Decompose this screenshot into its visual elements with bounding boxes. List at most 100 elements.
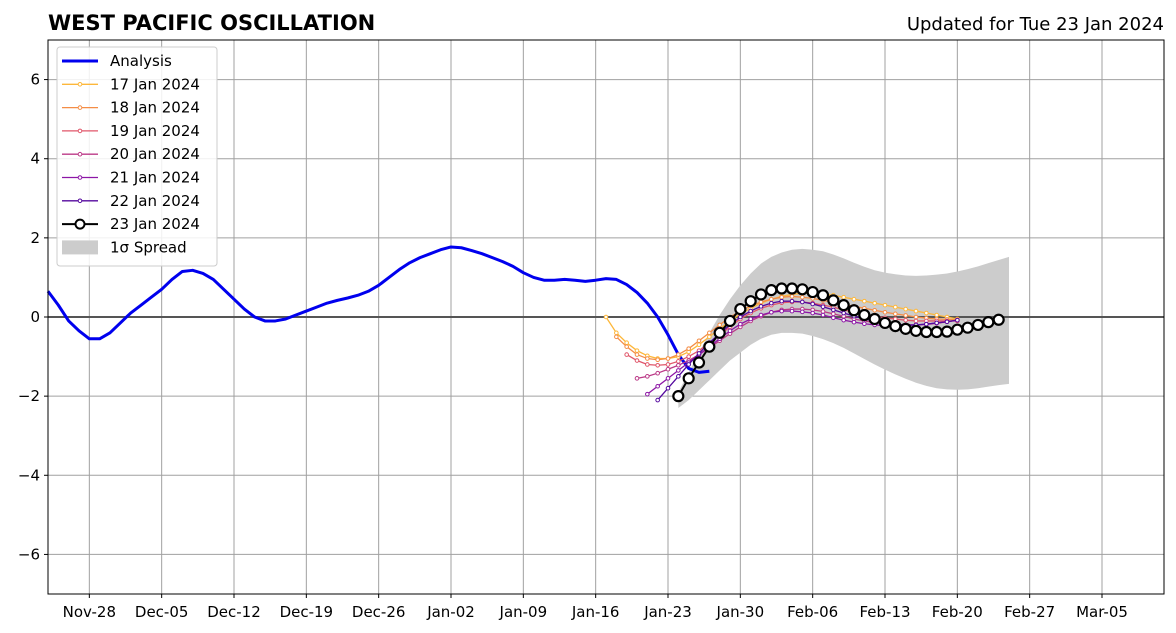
x-tick-label: Dec-26 [352, 603, 406, 621]
forecast-marker [645, 362, 650, 367]
legend-label: 20 Jan 2024 [110, 145, 200, 163]
legend-label: 22 Jan 2024 [110, 192, 200, 210]
forecast-marker [841, 294, 846, 300]
forecast-marker [758, 299, 764, 305]
legend-label: 19 Jan 2024 [110, 122, 200, 140]
forecast-marker [655, 397, 660, 403]
forecast-marker [810, 301, 815, 307]
forecast-marker [831, 311, 836, 317]
y-tick-label: −2 [18, 387, 40, 405]
forecast-marker [872, 307, 877, 313]
forecast-marker [748, 316, 753, 322]
forecast-marker [713, 326, 726, 339]
forecast-marker [841, 310, 846, 316]
forecast-marker [676, 362, 681, 368]
legend-marker [77, 151, 83, 157]
forecast-marker [614, 330, 619, 336]
forecast-marker [645, 356, 650, 361]
y-tick-label: 4 [30, 150, 40, 168]
forecast-marker [769, 309, 774, 315]
forecast-marker [775, 282, 788, 295]
forecast-marker [785, 282, 799, 295]
forecast-marker [862, 298, 867, 304]
forecast-marker [831, 315, 836, 321]
y-tick-label: −6 [18, 545, 40, 563]
y-tick-label: −4 [18, 466, 40, 484]
forecast-marker [851, 296, 857, 302]
legend-marker [77, 175, 83, 180]
forecast-marker [810, 310, 815, 316]
forecast-marker [744, 295, 757, 308]
forecast-marker [738, 314, 743, 320]
forecast-marker [820, 309, 826, 314]
forecast-marker [800, 294, 805, 300]
legend-label: 18 Jan 2024 [110, 99, 200, 117]
forecast-marker [820, 312, 826, 318]
legend-label: 23 Jan 2024 [110, 215, 200, 233]
forecast-marker [800, 309, 805, 315]
forecast-marker [665, 385, 671, 391]
forecast-marker [665, 356, 671, 361]
forecast-marker [847, 304, 861, 317]
forecast-marker [738, 321, 743, 327]
legend-swatch-spread [62, 240, 98, 255]
forecast-marker [603, 314, 609, 320]
forecast-marker [806, 285, 819, 299]
forecast-marker [727, 328, 733, 334]
chart-title: WEST PACIFIC OSCILLATION [48, 11, 375, 35]
forecast-marker [723, 314, 737, 328]
forecast-marker [665, 366, 671, 372]
forecast-marker [882, 302, 888, 308]
forecast-marker [889, 320, 902, 333]
forecast-marker [934, 320, 939, 326]
forecast-marker [913, 318, 919, 324]
forecast-marker [951, 323, 964, 336]
x-tick-label: Dec-19 [280, 603, 334, 621]
forecast-marker [841, 317, 846, 323]
x-tick-label: Feb-20 [932, 603, 983, 621]
legend-marker [77, 105, 83, 110]
x-tick-label: Jan-23 [643, 603, 692, 621]
forecast-marker [955, 317, 960, 323]
legend-label: 21 Jan 2024 [110, 169, 200, 187]
forecast-marker [796, 283, 809, 296]
x-tick-label: Feb-13 [859, 603, 910, 621]
forecast-marker [696, 351, 702, 356]
forecast-marker [665, 376, 671, 381]
forecast-marker [858, 308, 871, 322]
forecast-marker [882, 309, 888, 315]
analysis-line [46, 245, 710, 374]
forecast-marker [851, 319, 857, 325]
forecast-marker [893, 304, 898, 310]
y-tick-label: 6 [30, 71, 40, 89]
x-axis-ticks: Nov-28 Dec-05 Dec-12 Dec-19 Dec-26 Jan-02 Jan-… [63, 594, 1128, 621]
y-tick-label: 2 [30, 229, 40, 247]
legend-marker [77, 82, 83, 87]
forecast-marker [924, 321, 929, 327]
x-tick-label: Feb-06 [787, 603, 838, 621]
forecast-marker [655, 383, 660, 389]
forecast-marker [696, 338, 702, 344]
forecast-marker [676, 374, 681, 379]
updated-date: Updated for Tue 23 Jan 2024 [907, 14, 1164, 35]
legend-label: Analysis [110, 52, 172, 70]
forecast-marker [913, 308, 919, 314]
forecast-marker [992, 313, 1005, 326]
forecast-marker [707, 330, 712, 336]
legend-marker [77, 198, 83, 204]
forecast-marker [827, 294, 840, 307]
forecast-marker [758, 312, 764, 318]
forecast-marker [920, 325, 933, 339]
forecast-marker [779, 298, 784, 304]
forecast-marker [909, 324, 923, 337]
forecast-marker [769, 296, 774, 302]
forecast-marker [940, 325, 954, 338]
forecast-marker [748, 308, 753, 314]
forecast-marker [682, 372, 695, 385]
legend-label: 17 Jan 2024 [110, 75, 200, 93]
x-tick-label: Jan-30 [716, 603, 765, 621]
forecast-marker [634, 376, 640, 381]
forecast-marker [816, 289, 830, 302]
x-tick-label: Dec-05 [135, 603, 189, 621]
